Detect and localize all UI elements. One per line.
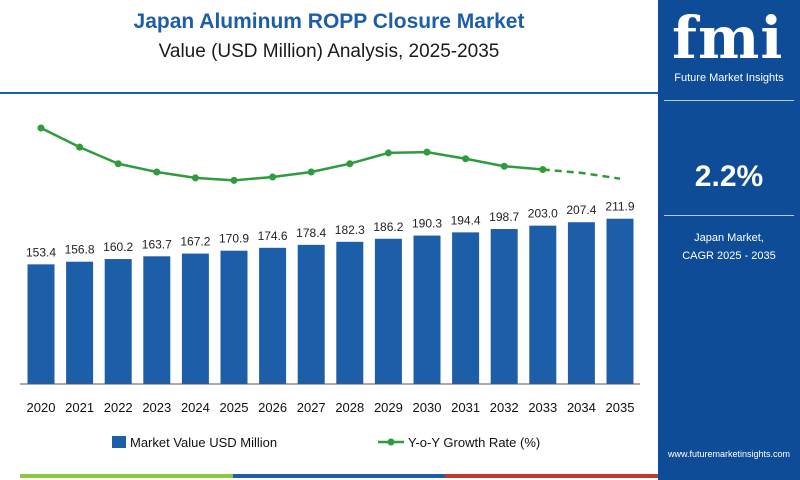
- bar: [181, 253, 209, 384]
- growth-rate-point: [191, 174, 199, 182]
- x-tick-label: 2021: [65, 400, 94, 415]
- growth-rate-point: [539, 166, 547, 174]
- x-tick-label: 2030: [413, 400, 442, 415]
- cagr-label-line2: CAGR 2025 - 2035: [682, 250, 776, 262]
- legend-swatch-point: [387, 438, 395, 446]
- legend-swatch-bar: [112, 436, 126, 448]
- x-tick-label: 2035: [606, 400, 635, 415]
- bar: [66, 261, 94, 384]
- growth-rate-point: [307, 168, 315, 176]
- bar: [143, 256, 171, 384]
- x-tick-label: 2028: [335, 400, 364, 415]
- growth-rate-point: [346, 160, 354, 168]
- sidebar: fmi Future Market Insights 2.2% Japan Ma…: [658, 0, 800, 480]
- bar-value-label: 174.6: [258, 229, 288, 243]
- growth-rate-line-forecast: [542, 168, 621, 180]
- bar: [374, 238, 402, 384]
- bar: [336, 241, 364, 384]
- growth-rate-point: [114, 160, 122, 168]
- x-tick-label: 2031: [451, 400, 480, 415]
- bar-value-label: 194.4: [451, 213, 481, 227]
- stripe-segment: [445, 474, 658, 478]
- legend-label-line: Y-o-Y Growth Rate (%): [408, 435, 540, 450]
- growth-rate-point: [384, 149, 392, 157]
- stripe-segment: [232, 474, 446, 478]
- legend-label-bar: Market Value USD Million: [130, 435, 277, 450]
- x-tick-label: 2029: [374, 400, 403, 415]
- bar-value-label: 182.3: [335, 223, 365, 237]
- cagr-value: 2.2%: [694, 160, 764, 193]
- x-tick-label: 2020: [27, 400, 56, 415]
- growth-rate-point: [462, 155, 470, 163]
- cagr-label-line1: Japan Market,: [694, 232, 764, 244]
- website-link[interactable]: www.futuremarketinsights.com: [667, 449, 791, 459]
- bottom-color-stripe: [20, 474, 658, 478]
- x-tick-label: 2026: [258, 400, 287, 415]
- logo-subtitle: Future Market Insights: [674, 72, 784, 84]
- chart-subtitle: Value (USD Million) Analysis, 2025-2035: [158, 41, 500, 62]
- x-tick-label: 2025: [220, 400, 249, 415]
- fmi-logo: fmi Future Market Insights: [668, 6, 790, 92]
- bar: [27, 264, 55, 384]
- x-tick-label: 2033: [528, 400, 557, 415]
- bar-value-label: 156.8: [65, 243, 95, 257]
- bar-value-label: 198.7: [489, 210, 519, 224]
- growth-rate-point: [153, 168, 161, 176]
- sidebar-divider: [664, 100, 794, 101]
- bar-value-label: 186.2: [373, 220, 403, 234]
- bar: [297, 244, 325, 384]
- x-tick-label: 2022: [104, 400, 133, 415]
- chart-title: Japan Aluminum ROPP Closure Market: [133, 10, 525, 33]
- bar: [104, 259, 132, 384]
- bar-value-label: 170.9: [219, 232, 249, 246]
- growth-rate-point: [230, 176, 238, 184]
- bar-value-label: 153.4: [26, 245, 56, 259]
- growth-rate-line: [40, 126, 543, 182]
- stripe-segment: [20, 474, 233, 478]
- bar-value-label: 178.4: [296, 226, 326, 240]
- bar-line-chart: 153.4 156.8 160.2 163.7 167.2 170.9 174.6 178.4…: [20, 124, 640, 450]
- bar-value-label: 163.7: [142, 237, 172, 251]
- bar-value-label: 203.0: [528, 207, 558, 221]
- growth-rate-point: [500, 162, 508, 170]
- bar: [259, 247, 287, 384]
- bar: [220, 250, 248, 384]
- bar-value-label: 211.9: [605, 200, 634, 214]
- x-tick-label: 2034: [567, 400, 596, 415]
- bar-value-label: 207.4: [566, 203, 596, 217]
- growth-rate-point: [269, 173, 277, 181]
- x-tick-label: 2027: [297, 400, 326, 415]
- bar: [413, 235, 441, 384]
- sidebar-divider: [664, 215, 794, 216]
- bar: [490, 229, 518, 384]
- bar: [606, 218, 634, 384]
- bar-value-label: 160.2: [103, 240, 133, 254]
- x-tick-label: 2023: [142, 400, 171, 415]
- x-tick-label: 2024: [181, 400, 210, 415]
- bar: [452, 232, 480, 384]
- bar-value-label: 167.2: [180, 235, 210, 249]
- growth-rate-point: [37, 124, 45, 132]
- growth-rate-point: [423, 148, 431, 156]
- logo-letters: fmi: [672, 4, 784, 72]
- bar: [567, 222, 595, 384]
- title-divider: [0, 92, 658, 94]
- bar-value-label: 190.3: [412, 217, 442, 231]
- chart-panel: Japan Aluminum ROPP Closure Market Value…: [0, 10, 658, 450]
- growth-rate-point: [76, 143, 84, 151]
- x-tick-label: 2032: [490, 400, 519, 415]
- bar: [529, 225, 557, 384]
